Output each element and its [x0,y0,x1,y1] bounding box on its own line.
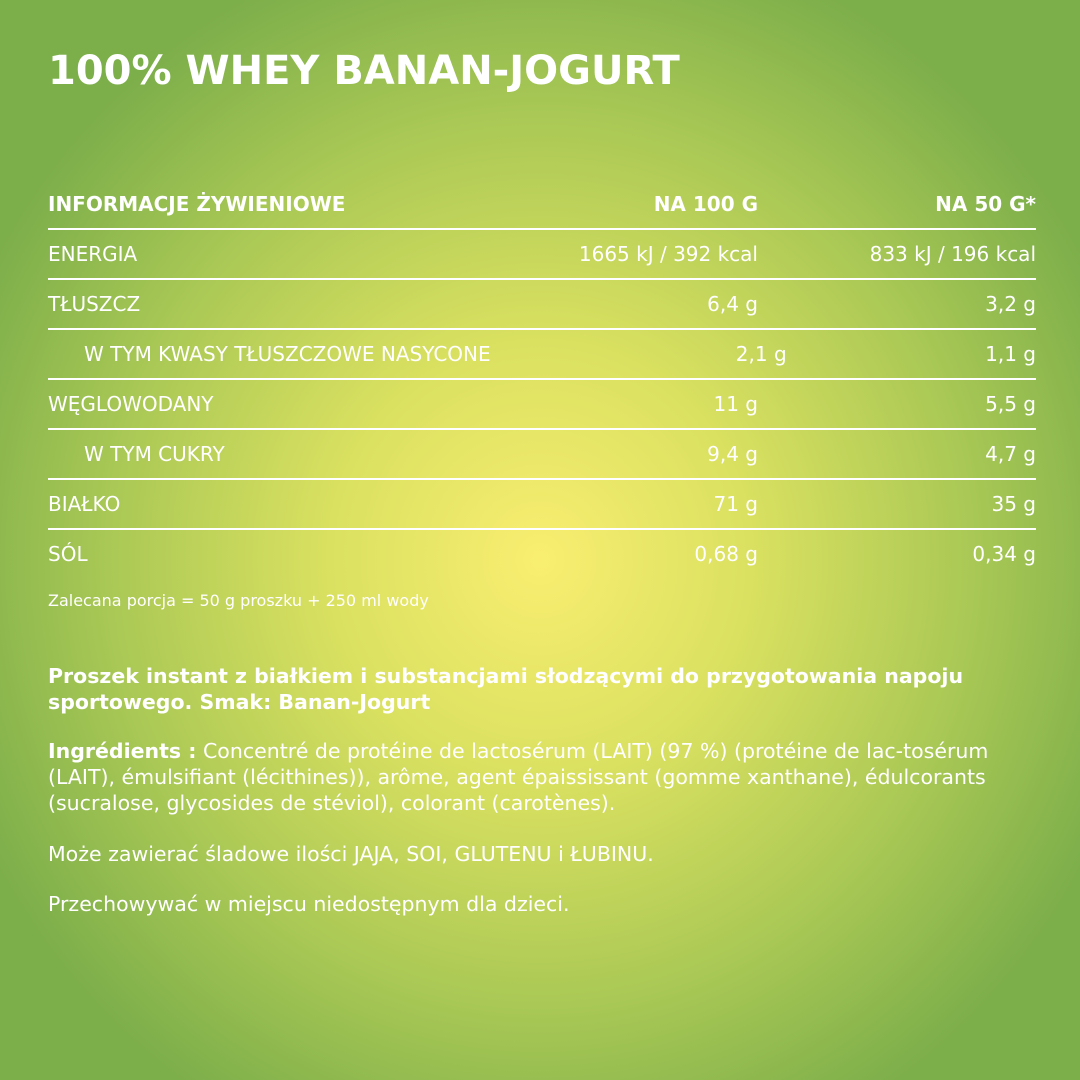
ingredients: Ingrédients : Concentré de protéine de l… [48,738,1008,816]
value-per-50g: 35 g [991,492,1036,516]
row-label: W TYM CUKRY [84,442,225,466]
value-per-100g: 11 g [713,392,758,416]
table-header: INFORMACJE ŻYWIENIOWE NA 100 G NA 50 G* [48,180,1036,230]
table-row: BIAŁKO 71 g 35 g [48,480,1036,530]
row-label: SÓL [48,542,88,566]
row-label: ENERGIA [48,242,138,266]
value-per-50g: 833 kJ / 196 kcal [869,242,1036,266]
value-per-100g: 0,68 g [694,542,758,566]
product-title: 100% WHEY BANAN-JOGURT [48,48,680,94]
table-row: W TYM KWASY TŁUSZCZOWE NASYCONE 2,1 g 1,… [48,330,1036,380]
row-label: W TYM KWASY TŁUSZCZOWE NASYCONE [84,342,491,366]
table-row: TŁUSZCZ 6,4 g 3,2 g [48,280,1036,330]
header-per-100g: NA 100 G [653,192,758,216]
value-per-50g: 4,7 g [985,442,1036,466]
ingredients-label: Ingrédients : [48,739,197,763]
table-row: SÓL 0,68 g 0,34 g [48,530,1036,578]
value-per-50g: 5,5 g [985,392,1036,416]
row-label: BIAŁKO [48,492,121,516]
value-per-50g: 0,34 g [972,542,1036,566]
header-per-50g: NA 50 G* [935,192,1036,216]
nutrition-table: INFORMACJE ŻYWIENIOWE NA 100 G NA 50 G* … [48,180,1036,578]
table-row: ENERGIA 1665 kJ / 392 kcal 833 kJ / 196 … [48,230,1036,280]
ingredients-text: Concentré de protéine de lactosérum (LAI… [48,739,989,815]
table-row: W TYM CUKRY 9,4 g 4,7 g [48,430,1036,480]
value-per-100g: 71 g [713,492,758,516]
value-per-50g: 1,1 g [985,342,1036,366]
product-description: Proszek instant z białkiem i substancjam… [48,664,964,714]
row-label: WĘGLOWODANY [48,392,214,416]
header-nutrition: INFORMACJE ŻYWIENIOWE [48,192,346,216]
value-per-50g: 3,2 g [985,292,1036,316]
table-row: WĘGLOWODANY 11 g 5,5 g [48,380,1036,430]
value-per-100g: 9,4 g [707,442,758,466]
storage-note: Przechowywać w miejscu niedostępnym dla … [48,892,570,916]
value-per-100g: 6,4 g [707,292,758,316]
allergens: Może zawierać śladowe ilości JAJA, SOI, … [48,842,654,866]
value-per-100g: 1665 kJ / 392 kcal [578,242,758,266]
serving-note: Zalecana porcja = 50 g proszku + 250 ml … [48,591,429,610]
value-per-100g: 2,1 g [735,342,787,366]
row-label: TŁUSZCZ [48,292,141,316]
